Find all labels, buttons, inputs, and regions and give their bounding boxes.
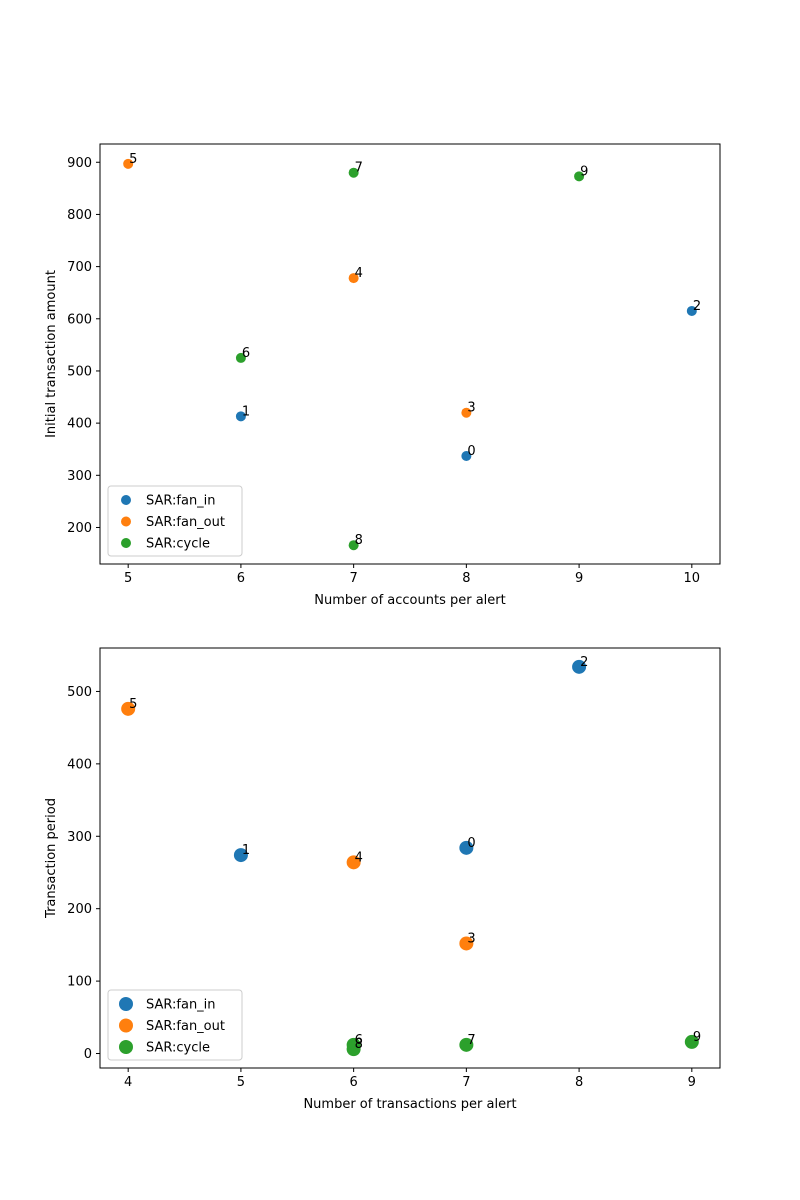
- data-point: [233, 848, 248, 863]
- point-label: 8: [355, 533, 363, 548]
- y-axis-label: Initial transaction amount: [44, 270, 59, 438]
- point-label: 2: [693, 299, 701, 314]
- data-point: [461, 407, 472, 418]
- legend-box: [107, 989, 243, 1061]
- y-axis-label: Transaction period: [44, 798, 59, 919]
- data-point: [346, 1042, 361, 1057]
- x-tick-label: 10: [684, 571, 701, 586]
- x-tick-label: 8: [575, 1075, 583, 1090]
- y-tick-label: 300: [67, 830, 92, 845]
- legend-label: SAR:fan_out: [146, 1019, 225, 1034]
- plot-frame: [99, 647, 721, 1069]
- x-tick-label: 7: [462, 1075, 470, 1090]
- data-point: [459, 936, 474, 951]
- legend-label: SAR:cycle: [146, 1041, 210, 1056]
- transactions-vs-period-chart: 4 5 6 7 8 9 0 100 200 300 400 500 Number of transact…: [44, 647, 721, 1112]
- y-tick-label: 100: [67, 975, 92, 990]
- y-tick-label: 400: [67, 417, 92, 432]
- data-point: [572, 659, 587, 674]
- x-tick-label: 6: [237, 571, 245, 586]
- x-tick-label: 5: [124, 571, 132, 586]
- point-label: 3: [467, 931, 475, 946]
- x-tick-label: 9: [688, 1075, 696, 1090]
- point-label: 1: [242, 843, 250, 858]
- legend-marker: [119, 997, 133, 1011]
- point-label: 1: [242, 404, 250, 419]
- point-label: 3: [467, 401, 475, 416]
- legend-marker: [121, 538, 131, 548]
- y-tick-label: 600: [67, 312, 92, 327]
- point-label: 5: [129, 697, 137, 712]
- data-point: [459, 1037, 474, 1052]
- legend-label: SAR:fan_out: [146, 515, 225, 530]
- y-tick-label: 500: [67, 685, 92, 700]
- y-tick-label: 200: [67, 902, 92, 917]
- legend-label: SAR:cycle: [146, 537, 210, 552]
- legend-marker: [119, 1018, 133, 1033]
- data-point: [686, 305, 697, 316]
- point-label: 6: [355, 1033, 363, 1048]
- data-point: [235, 411, 246, 422]
- x-tick-label: 7: [349, 571, 357, 586]
- data-point: [461, 451, 472, 461]
- point-label: 4: [355, 850, 363, 865]
- data-point: [121, 701, 136, 716]
- y-tick-label: 0: [84, 1047, 92, 1062]
- y-tick-label: 200: [67, 521, 92, 536]
- x-tick-label: 8: [462, 571, 470, 586]
- x-tick-label: 9: [575, 571, 583, 586]
- point-label: 4: [355, 266, 363, 281]
- y-tick-label: 500: [67, 364, 92, 379]
- x-tick-label: 5: [237, 1075, 245, 1090]
- x-tick-label: 6: [349, 1075, 357, 1090]
- point-label: 6: [242, 346, 250, 361]
- x-axis-label: Number of transactions per alert: [303, 1097, 516, 1112]
- point-label: 7: [467, 1033, 475, 1048]
- y-tick-label: 800: [67, 208, 92, 223]
- plot-frame: [99, 143, 721, 565]
- y-tick-label: 700: [67, 260, 92, 275]
- legend-marker: [121, 516, 131, 527]
- point-label: 9: [693, 1030, 701, 1045]
- legend-label: SAR:fan_in: [146, 494, 216, 509]
- point-label: 0: [467, 836, 475, 851]
- legend: SAR:fan_in SAR:fan_out SAR:cycle: [107, 485, 243, 557]
- data-point: [348, 167, 359, 178]
- legend-marker: [121, 495, 131, 505]
- legend-label: SAR:fan_in: [146, 998, 216, 1013]
- legend-marker: [119, 1040, 133, 1054]
- data-point: [348, 273, 359, 284]
- point-label: 2: [580, 655, 588, 670]
- data-point: [459, 840, 474, 855]
- y-tick-label: 400: [67, 757, 92, 772]
- point-label: 0: [467, 444, 475, 459]
- point-label: 9: [580, 164, 588, 179]
- x-axis-label: Number of accounts per alert: [314, 593, 505, 608]
- x-tick-label: 4: [124, 1075, 132, 1090]
- point-label: 8: [355, 1037, 363, 1052]
- legend-box: [107, 485, 243, 557]
- data-point: [235, 352, 246, 363]
- data-point: [348, 540, 359, 551]
- y-tick-label: 300: [67, 469, 92, 484]
- y-tick-label: 900: [67, 156, 92, 171]
- data-point: [346, 855, 361, 870]
- point-label: 5: [129, 152, 137, 167]
- point-label: 7: [355, 161, 363, 176]
- data-point: [123, 158, 134, 169]
- data-point: [574, 171, 585, 182]
- legend: SAR:fan_in SAR:fan_out SAR:cycle: [107, 989, 243, 1061]
- data-point: [684, 1034, 699, 1049]
